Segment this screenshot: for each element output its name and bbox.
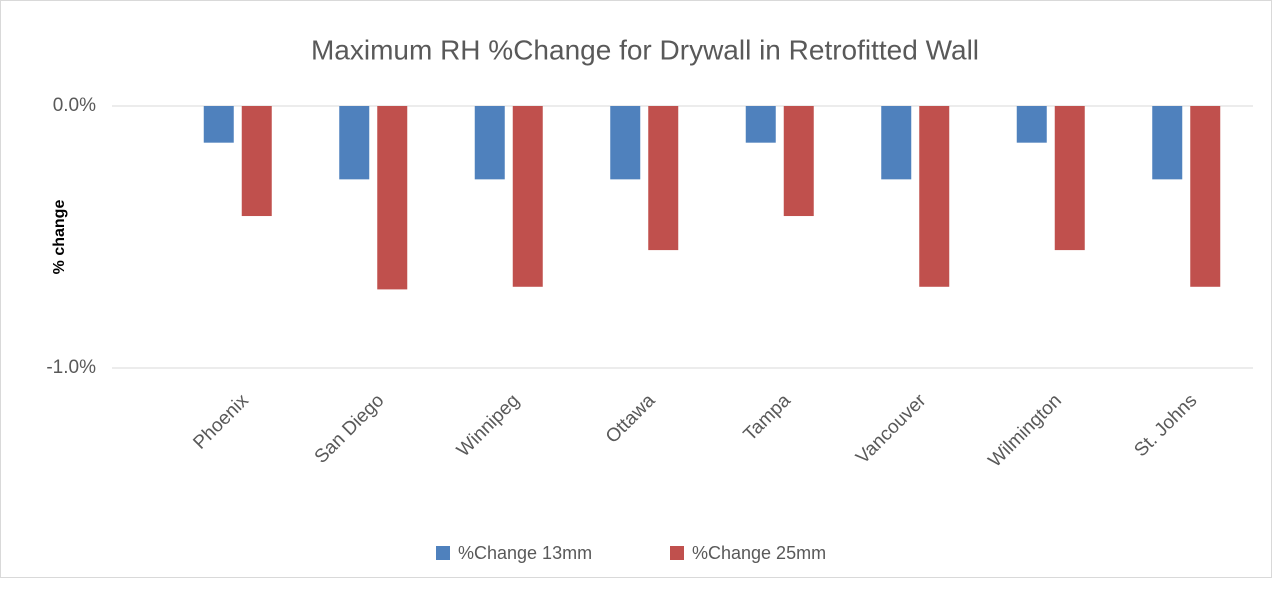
- bar: [203, 106, 234, 143]
- bar: [474, 106, 505, 180]
- bar: [745, 106, 776, 143]
- y-tick-label: -1.0%: [46, 357, 96, 378]
- bar: [512, 106, 543, 287]
- bar: [919, 106, 950, 287]
- y-axis-label: % change: [51, 200, 68, 275]
- bar: [1016, 106, 1047, 143]
- bar: [241, 106, 272, 217]
- legend-label: %Change 13mm: [458, 543, 592, 563]
- bar: [339, 106, 370, 180]
- legend-label: %Change 25mm: [692, 543, 826, 563]
- legend-swatch: [436, 546, 450, 560]
- y-tick-label: 0.0%: [53, 95, 96, 116]
- legend-swatch: [670, 546, 684, 560]
- chart-title: Maximum RH %Change for Drywall in Retrof…: [311, 34, 979, 65]
- bar: [881, 106, 912, 180]
- bar: [377, 106, 408, 290]
- bar: [783, 106, 814, 217]
- bar: [1054, 106, 1085, 251]
- bar: [1152, 106, 1183, 180]
- bar: [610, 106, 641, 180]
- bar: [648, 106, 679, 251]
- chart-border: [0, 0, 1272, 578]
- bar: [1190, 106, 1221, 287]
